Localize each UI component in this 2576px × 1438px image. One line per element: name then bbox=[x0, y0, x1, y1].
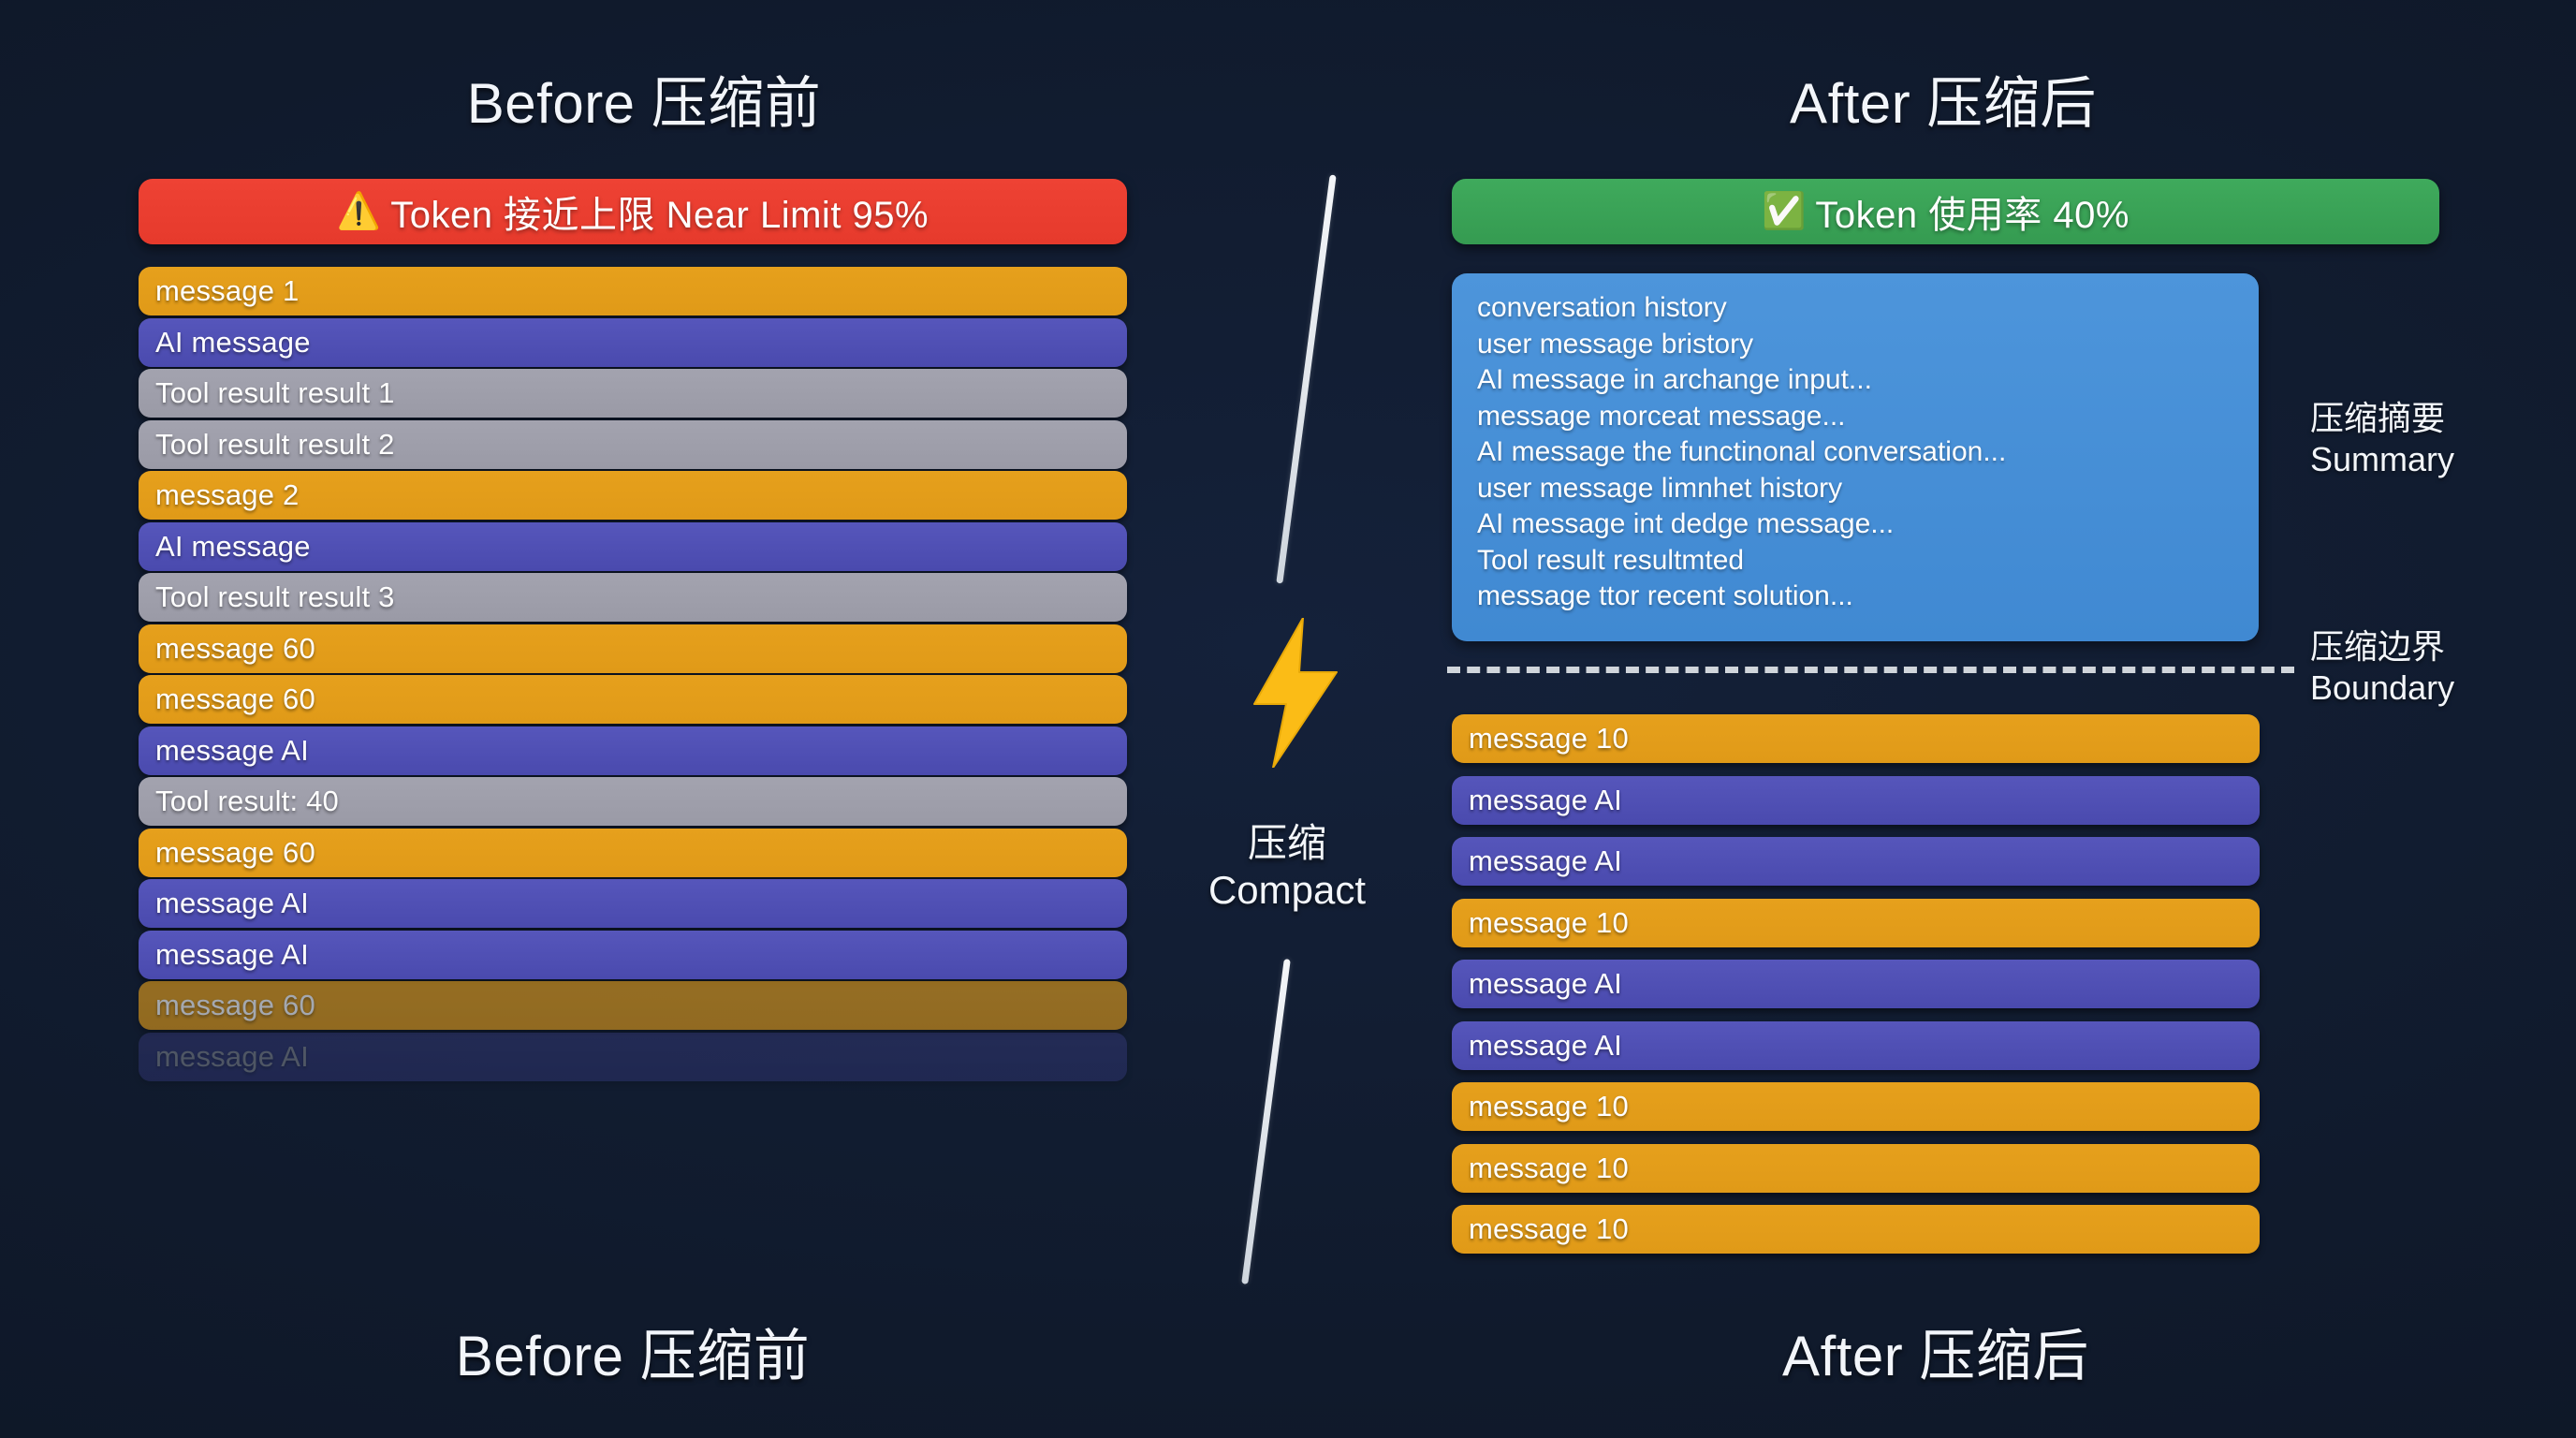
before-row-label: message AI bbox=[155, 887, 309, 919]
before-row-label: message 60 bbox=[155, 631, 315, 665]
annotation-summary-en: Summary bbox=[2310, 440, 2455, 478]
before-row-label: message 1 bbox=[155, 274, 300, 307]
compact-label-en: Compact bbox=[1208, 868, 1367, 912]
compact-label: 压缩 Compact bbox=[1208, 820, 1366, 914]
summary-line: message morceat message... bbox=[1477, 400, 1846, 432]
before-row-label: message 60 bbox=[155, 682, 315, 715]
annotation-summary: 压缩摘要 Summary bbox=[2310, 398, 2454, 480]
before-row-tool[interactable]: Tool result: 40 bbox=[139, 777, 1127, 826]
before-row-user[interactable]: message 60 bbox=[139, 624, 1127, 673]
before-row-label: message 60 bbox=[155, 835, 315, 869]
before-row-label: AI message bbox=[155, 325, 311, 359]
after-row-ai[interactable]: message AI bbox=[1452, 960, 2260, 1008]
annotation-summary-cn: 压缩摘要 bbox=[2310, 399, 2446, 437]
before-row-label: Tool result result 1 bbox=[155, 376, 395, 409]
before-row-label: Tool result result 3 bbox=[155, 580, 395, 613]
before-row-label: message 60 bbox=[155, 989, 315, 1021]
before-row-label: message AI bbox=[155, 733, 309, 767]
before-row-ai[interactable]: message AI bbox=[139, 1032, 1127, 1081]
summary-line: Tool result resultmted bbox=[1477, 544, 1745, 576]
before-row-label: message 2 bbox=[155, 478, 300, 511]
before-row-tool[interactable]: Tool result result 2 bbox=[139, 419, 1127, 469]
warning-triangle-icon: ⚠️ bbox=[336, 192, 382, 231]
before-row-label: message AI bbox=[155, 1039, 309, 1073]
divider-line-bottom bbox=[1241, 959, 1291, 1284]
before-row-label: Tool result: 40 bbox=[155, 785, 339, 817]
before-row-label: message AI bbox=[155, 937, 309, 971]
after-row-ai[interactable]: message AI bbox=[1452, 837, 2260, 886]
after-row-user[interactable]: message 10 bbox=[1452, 1082, 2260, 1131]
lightning-bolt-icon bbox=[1253, 618, 1338, 768]
before-row-user[interactable]: message 60 bbox=[139, 828, 1127, 877]
before-row-tool[interactable]: Tool result result 1 bbox=[139, 369, 1127, 418]
before-row-ai[interactable]: message AI bbox=[139, 726, 1127, 775]
summary-line: AI message the functinonal conversation.… bbox=[1477, 436, 2007, 467]
token-usage-banner: ✅ Token 使用率 40% bbox=[1452, 179, 2439, 244]
annotation-boundary-cn: 压缩边界 bbox=[2310, 627, 2446, 666]
before-row-label: Tool result result 2 bbox=[155, 427, 395, 461]
token-near-limit-banner: ⚠️ Token 接近上限 Near Limit 95% bbox=[139, 179, 1127, 244]
page-title-before-bottom: Before 压缩前 bbox=[455, 1325, 811, 1387]
before-row-ai[interactable]: AI message bbox=[139, 521, 1127, 571]
after-row-label: message 10 bbox=[1469, 1151, 1629, 1184]
check-mark-icon: ✅ bbox=[1762, 192, 1807, 231]
compaction-boundary-line bbox=[1447, 667, 2294, 673]
after-row-label: message AI bbox=[1469, 967, 1622, 1000]
after-row-user[interactable]: message 10 bbox=[1452, 1143, 2260, 1193]
token-near-limit-text: Token 接近上限 Near Limit 95% bbox=[390, 195, 929, 236]
annotation-boundary-en: Boundary bbox=[2310, 668, 2455, 707]
after-row-label: message 10 bbox=[1469, 1212, 1629, 1245]
after-row-ai[interactable]: message AI bbox=[1452, 1020, 2260, 1070]
before-row-ai[interactable]: message AI bbox=[139, 930, 1127, 979]
before-row-ai[interactable]: AI message bbox=[139, 317, 1127, 367]
page-title-after-bottom: After 压缩后 bbox=[1782, 1325, 2089, 1387]
compact-label-cn: 压缩 bbox=[1247, 821, 1326, 865]
after-row-label: message 10 bbox=[1469, 1090, 1629, 1123]
divider-line-top bbox=[1276, 174, 1337, 584]
before-row-ai[interactable]: message AI bbox=[139, 879, 1127, 928]
summary-line: AI message int dedge message... bbox=[1477, 508, 1895, 539]
after-row-label: message AI bbox=[1469, 783, 1622, 816]
after-row-ai[interactable]: message AI bbox=[1452, 775, 2260, 825]
after-row-label: message 10 bbox=[1469, 722, 1629, 755]
before-row-user[interactable]: message 60 bbox=[139, 675, 1127, 724]
summary-line: AI message in archange input... bbox=[1477, 364, 1872, 395]
after-row-label: message AI bbox=[1469, 844, 1622, 877]
after-row-label: message 10 bbox=[1469, 905, 1629, 939]
summary-line: conversation history bbox=[1477, 292, 1727, 323]
before-row-user[interactable]: message 60 bbox=[139, 981, 1127, 1030]
after-row-user[interactable]: message 10 bbox=[1452, 1205, 2260, 1254]
summary-line: user message bristory bbox=[1477, 328, 1754, 360]
before-row-tool[interactable]: Tool result result 3 bbox=[139, 573, 1127, 622]
after-row-label: message AI bbox=[1469, 1028, 1622, 1062]
page-title-after-top: After 压缩后 bbox=[1790, 72, 2097, 135]
summary-line: message ttor recent solution... bbox=[1477, 580, 1853, 611]
before-row-user[interactable]: message 2 bbox=[139, 471, 1127, 520]
summary-line: user message limnhet history bbox=[1477, 472, 1843, 504]
before-row-user[interactable]: message 1 bbox=[139, 267, 1127, 315]
compressed-summary-box: conversation history user message bristor… bbox=[1452, 273, 2259, 641]
after-row-user[interactable]: message 10 bbox=[1452, 714, 2260, 763]
after-row-user[interactable]: message 10 bbox=[1452, 898, 2260, 947]
page-title-before-top: Before 压缩前 bbox=[466, 72, 822, 135]
token-usage-text: Token 使用率 40% bbox=[1815, 195, 2130, 236]
before-row-label: AI message bbox=[155, 529, 311, 563]
annotation-boundary: 压缩边界 Boundary bbox=[2310, 626, 2454, 709]
